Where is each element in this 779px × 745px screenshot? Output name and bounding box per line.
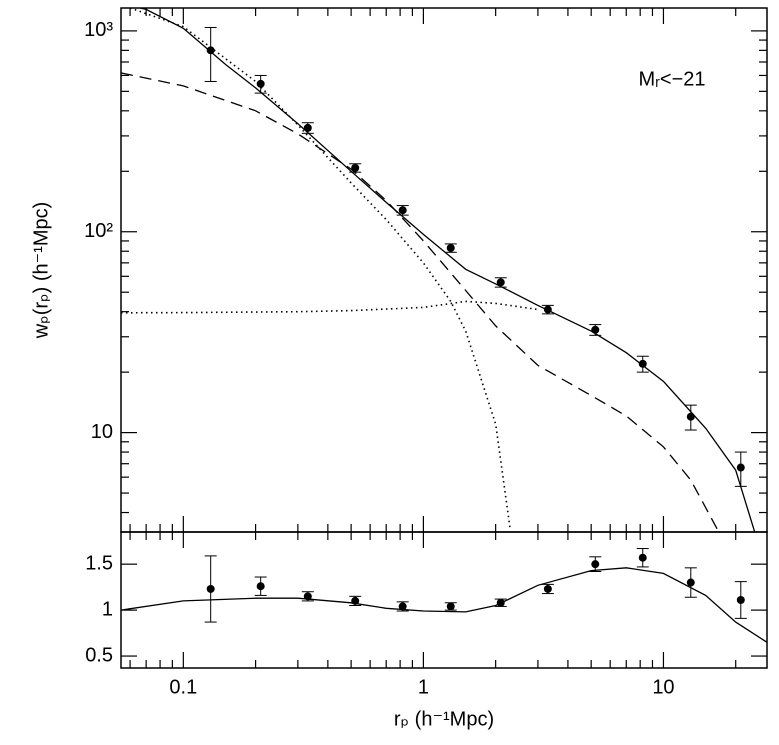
y-tick-label: 10² <box>84 220 113 242</box>
curve-dotted <box>129 8 511 530</box>
data-point <box>303 592 312 601</box>
curve-solid <box>121 567 767 643</box>
curve-dashed <box>121 72 720 532</box>
y-tick-label: 1.5 <box>85 552 113 574</box>
data-point <box>543 584 552 593</box>
plot-frame <box>120 531 768 669</box>
data-point <box>256 582 265 591</box>
x-tick-label: 1 <box>418 676 429 698</box>
data-point <box>206 584 215 593</box>
data-point <box>351 163 360 172</box>
data-point <box>686 578 695 587</box>
curve-solid <box>139 8 756 532</box>
data-point <box>543 305 552 314</box>
y-axis-label: wₚ(rₚ) (h⁻¹Mpc) <box>30 202 52 340</box>
y-tick-label: 1 <box>102 598 113 620</box>
data-point <box>638 553 647 562</box>
data-point <box>736 463 745 472</box>
data-point <box>446 602 455 611</box>
data-point <box>496 278 505 287</box>
x-tick-label: 10 <box>652 676 674 698</box>
x-axis-label: rₚ (h⁻¹Mpc) <box>394 708 494 730</box>
data-point <box>351 596 360 605</box>
curve-dotted <box>121 300 539 314</box>
data-point <box>303 123 312 132</box>
annotation: Mᵣ<−21 <box>638 68 705 90</box>
data-point <box>591 325 600 334</box>
data-point <box>398 206 407 215</box>
data-point <box>398 602 407 611</box>
y-tick-label: 10 <box>91 421 113 443</box>
data-point <box>591 560 600 569</box>
data-point <box>206 46 215 55</box>
data-point <box>496 598 505 607</box>
data-point <box>256 79 265 88</box>
y-tick-label: 0.5 <box>85 644 113 666</box>
x-tick-label: 0.1 <box>169 676 197 698</box>
y-tick-label: 10³ <box>84 19 113 41</box>
data-point <box>638 359 647 368</box>
data-point <box>446 243 455 252</box>
data-point <box>686 412 695 421</box>
data-point <box>736 596 745 604</box>
